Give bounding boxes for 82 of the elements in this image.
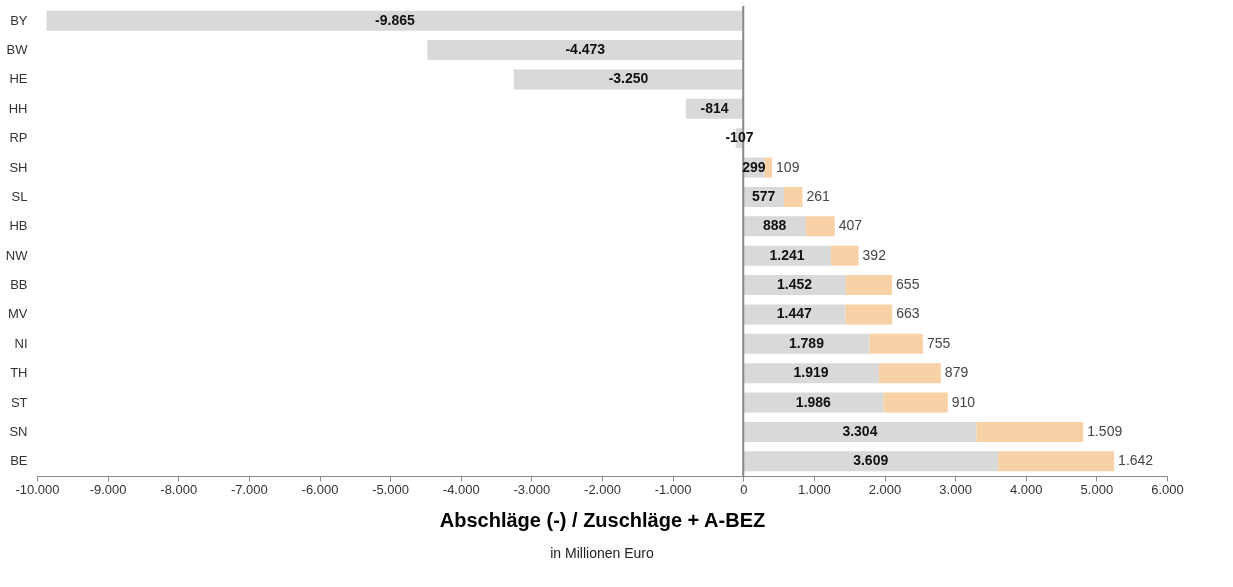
y-tick-label: NW: [5, 247, 29, 263]
x-tick-label: 5.000: [1080, 481, 1114, 497]
x-tick-label: -9.000: [89, 481, 127, 497]
x-tick-label: -2.000: [584, 481, 621, 497]
data-label: 910: [951, 393, 976, 410]
data-label: -3.250: [608, 70, 649, 87]
bar: [830, 245, 859, 266]
x-tick-label: 2.000: [868, 481, 902, 497]
data-label: -814: [700, 99, 729, 116]
x-tick-label: -5.000: [372, 481, 410, 497]
x-tick-label: 4.000: [1009, 481, 1043, 497]
data-label: -4.473: [565, 41, 606, 58]
y-tick-label: NI: [14, 335, 28, 351]
x-tick-label: -7.000: [230, 481, 268, 497]
bar: [784, 186, 803, 207]
y-tick-label: BW: [6, 42, 29, 58]
x-tick-label: -8.000: [160, 481, 198, 497]
bar: [743, 392, 884, 413]
bar: [845, 304, 893, 325]
data-label: -9.865: [375, 11, 415, 28]
x-tick-label: 0: [740, 481, 748, 497]
y-tick-label: HB: [9, 218, 28, 234]
data-label: 888: [762, 217, 787, 234]
data-label: 663: [896, 305, 920, 322]
data-label: 1.986: [795, 393, 832, 410]
y-tick-label: SH: [9, 159, 28, 175]
bar: [998, 451, 1115, 472]
y-tick-label: HE: [9, 71, 28, 87]
x-tick-label: -3.000: [513, 481, 551, 497]
data-label: 299: [742, 158, 766, 175]
y-tick-label: BE: [10, 453, 28, 469]
bar: [869, 333, 923, 354]
bar: [743, 304, 846, 325]
bar: [427, 40, 744, 61]
bar: [743, 451, 999, 472]
x-tick-label: 3.000: [939, 481, 972, 497]
bar: [743, 333, 870, 354]
y-tick-label: SL: [11, 188, 28, 204]
bar: [743, 421, 977, 442]
data-label: 1.919: [793, 364, 829, 381]
y-tick-label: TH: [10, 365, 28, 381]
data-label: 3.304: [842, 422, 878, 439]
y-tick-label: SN: [9, 423, 28, 439]
bar: [878, 363, 941, 384]
bar: [845, 275, 893, 296]
data-label: 755: [926, 334, 951, 351]
x-tick-label: -1.000: [654, 481, 692, 497]
bar: [976, 421, 1084, 442]
data-label: 1.509: [1087, 422, 1123, 439]
data-label: 392: [862, 246, 887, 263]
data-label: 1.241: [769, 246, 805, 263]
x-tick-label: 1.000: [798, 481, 831, 497]
data-label: 261: [806, 187, 831, 204]
y-tick-label: BY: [10, 12, 28, 28]
data-label: 577: [751, 187, 776, 204]
data-label: 109: [776, 158, 800, 175]
text: in Millionen Euro: [550, 545, 654, 561]
bar: [743, 363, 879, 384]
data-label: 655: [896, 276, 920, 293]
y-tick-label: RP: [9, 130, 28, 146]
x-tick-label: -10.000: [15, 481, 60, 497]
data-label: 1.447: [776, 305, 813, 322]
bar: [46, 10, 744, 31]
data-label: 1.789: [788, 334, 825, 351]
x-tick-label: -6.000: [301, 481, 339, 497]
data-label: 1.452: [777, 276, 813, 293]
bar: [764, 157, 773, 178]
bar: [883, 392, 948, 413]
data-label: 879: [944, 364, 969, 381]
x-axis-title: Abschläge (-) / Zuschläge + A-BEZ: [439, 508, 766, 531]
data-label: -107: [725, 129, 754, 146]
x-tick-label: -4.000: [442, 481, 480, 497]
bar: [805, 216, 835, 237]
x-tick-label: 6.000: [1151, 481, 1184, 497]
y-tick-label: HH: [8, 100, 28, 116]
y-tick-label: BB: [10, 277, 28, 293]
data-label: 1.642: [1118, 452, 1154, 469]
data-label: 407: [838, 217, 863, 234]
y-tick-label: MV: [8, 306, 28, 322]
data-label: 3.609: [853, 452, 889, 469]
bar: [513, 69, 744, 90]
y-tick-label: ST: [10, 394, 28, 410]
